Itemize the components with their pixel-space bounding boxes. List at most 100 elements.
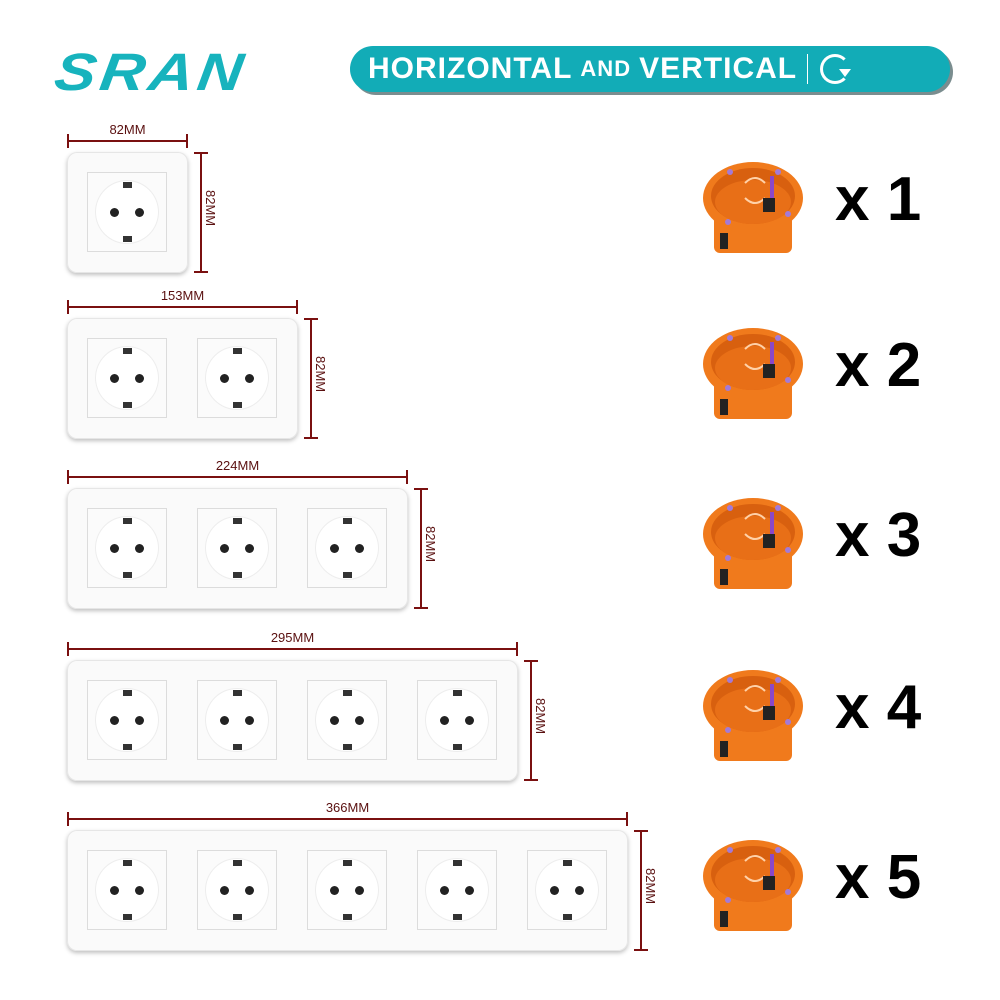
socket-plate-5-gang xyxy=(67,830,628,951)
earth-clip xyxy=(233,744,242,750)
width-dimension-line xyxy=(67,140,188,142)
socket-outlet xyxy=(87,172,167,252)
socket-outlet xyxy=(307,508,387,588)
socket-pin-hole xyxy=(220,716,229,725)
socket-pin-hole xyxy=(135,716,144,725)
earth-clip xyxy=(343,572,352,578)
socket-face xyxy=(205,858,269,922)
earth-clip xyxy=(123,518,132,524)
height-label: 82MM xyxy=(313,356,328,393)
banner-horizontal: HORIZONTAL xyxy=(368,52,573,85)
socket-pin-hole xyxy=(245,716,254,725)
width-dimension-line xyxy=(67,818,628,820)
box-quantity: x 4 xyxy=(835,673,922,742)
socket-outlet xyxy=(87,850,167,930)
earth-clip xyxy=(123,690,132,696)
earth-clip xyxy=(453,690,462,696)
socket-pin-hole xyxy=(110,886,119,895)
dimension-tick xyxy=(296,300,298,314)
dimension-tick xyxy=(406,470,408,484)
socket-face xyxy=(95,180,159,244)
earth-clip xyxy=(563,914,572,920)
earth-clip xyxy=(123,914,132,920)
dimension-tick xyxy=(186,134,188,148)
height-dimension-line xyxy=(310,318,312,439)
earth-clip xyxy=(233,518,242,524)
banner-divider xyxy=(807,54,809,84)
width-label: 224MM xyxy=(215,458,260,473)
socket-pin-hole xyxy=(355,544,364,553)
width-label: 295MM xyxy=(270,630,315,645)
earth-clip xyxy=(233,690,242,696)
dimension-tick xyxy=(634,949,648,951)
height-label: 82MM xyxy=(533,698,548,735)
socket-pin-hole xyxy=(135,208,144,217)
socket-pin-hole xyxy=(245,886,254,895)
socket-outlet xyxy=(417,680,497,760)
socket-outlet xyxy=(197,850,277,930)
socket-pin-hole xyxy=(440,716,449,725)
earth-clip xyxy=(233,860,242,866)
earth-clip xyxy=(453,860,462,866)
banner-and: AND xyxy=(580,56,632,81)
socket-pin-hole xyxy=(355,716,364,725)
dimension-tick xyxy=(414,607,428,609)
socket-outlet xyxy=(197,680,277,760)
dimension-tick xyxy=(634,830,648,832)
earth-clip xyxy=(123,348,132,354)
earth-clip xyxy=(453,914,462,920)
socket-outlet xyxy=(87,508,167,588)
socket-plate-4-gang xyxy=(67,660,518,781)
socket-pin-hole xyxy=(110,716,119,725)
socket-face xyxy=(95,346,159,410)
earth-clip xyxy=(123,402,132,408)
earth-clip xyxy=(563,860,572,866)
socket-pin-hole xyxy=(355,886,364,895)
socket-pin-hole xyxy=(110,374,119,383)
socket-pin-hole xyxy=(330,544,339,553)
earth-clip xyxy=(123,182,132,188)
earth-clip xyxy=(233,402,242,408)
socket-pin-hole xyxy=(110,208,119,217)
socket-pin-hole xyxy=(550,886,559,895)
height-label: 82MM xyxy=(643,868,658,905)
socket-pin-hole xyxy=(110,544,119,553)
dimension-tick xyxy=(524,779,538,781)
socket-outlet xyxy=(197,338,277,418)
orientation-banner: HORIZONTAL AND VERTICAL xyxy=(350,46,950,92)
dimension-tick xyxy=(304,437,318,439)
dimension-tick xyxy=(626,812,628,826)
dimension-tick xyxy=(67,300,69,314)
earth-clip xyxy=(453,744,462,750)
box-quantity: x 1 xyxy=(835,165,922,234)
socket-pin-hole xyxy=(330,716,339,725)
socket-pin-hole xyxy=(465,886,474,895)
socket-face xyxy=(95,516,159,580)
height-dimension-line xyxy=(530,660,532,781)
rotate-icon xyxy=(820,54,852,84)
earth-clip xyxy=(123,572,132,578)
socket-outlet xyxy=(197,508,277,588)
socket-face xyxy=(315,858,379,922)
height-label: 82MM xyxy=(203,190,218,227)
width-dimension-line xyxy=(67,648,518,650)
socket-pin-hole xyxy=(465,716,474,725)
socket-plate-1-gang xyxy=(67,152,188,273)
height-dimension-line xyxy=(200,152,202,273)
box-quantity: x 5 xyxy=(835,843,922,912)
width-label: 82MM xyxy=(109,122,146,137)
banner-vertical: VERTICAL xyxy=(639,52,798,85)
socket-face xyxy=(205,516,269,580)
earth-clip xyxy=(233,572,242,578)
junction-box-icon xyxy=(700,324,806,424)
box-quantity: x 2 xyxy=(835,331,922,400)
socket-face xyxy=(315,688,379,752)
dimension-tick xyxy=(67,470,69,484)
socket-pin-hole xyxy=(220,886,229,895)
dimension-tick xyxy=(194,271,208,273)
socket-outlet xyxy=(307,680,387,760)
socket-pin-hole xyxy=(245,544,254,553)
earth-clip xyxy=(123,236,132,242)
earth-clip xyxy=(343,690,352,696)
socket-face xyxy=(205,346,269,410)
